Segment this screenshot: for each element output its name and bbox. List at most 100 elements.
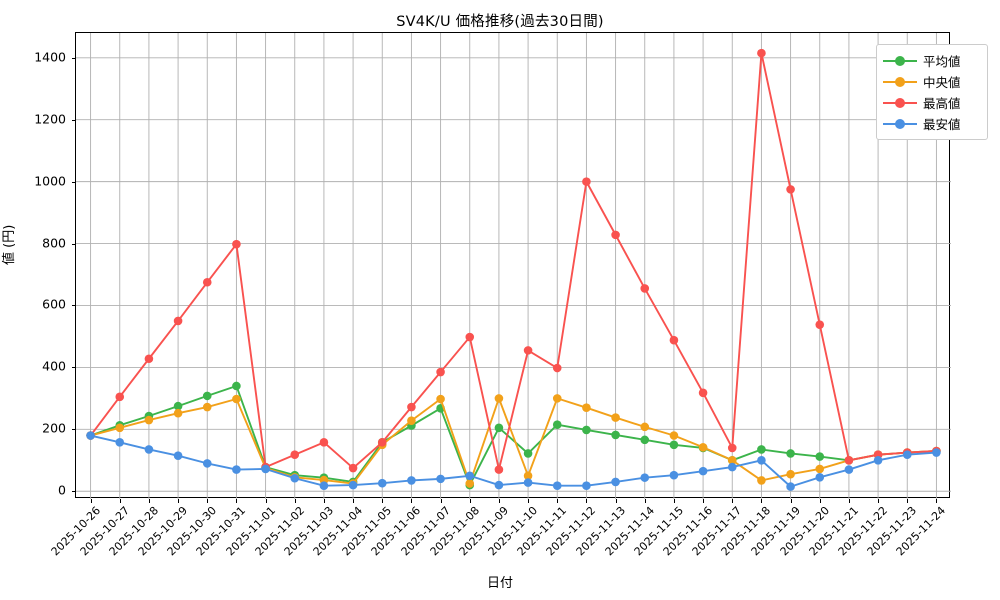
x-tick-mark — [178, 499, 180, 503]
data-point — [144, 354, 154, 364]
data-point — [786, 185, 795, 194]
data-point — [465, 332, 475, 342]
data-point — [552, 394, 562, 403]
data-point — [582, 481, 591, 490]
data-point — [290, 450, 300, 460]
data-point — [757, 456, 766, 465]
x-tick-mark — [907, 499, 909, 503]
data-point — [786, 469, 795, 479]
x-tick-mark — [848, 499, 850, 503]
x-tick-mark — [294, 499, 296, 503]
data-point — [611, 477, 620, 487]
legend-item-2[interactable]: 中央値 — [883, 71, 981, 92]
legend-label: 中央値 — [923, 75, 961, 90]
data-point — [232, 239, 241, 249]
data-point — [611, 430, 620, 440]
data-point — [757, 445, 766, 454]
data-point — [815, 452, 825, 461]
legend-dot-icon — [895, 55, 905, 66]
x-tick-mark — [265, 499, 267, 503]
data-point — [786, 449, 795, 458]
x-tick-mark — [732, 499, 734, 503]
series-line — [89, 434, 938, 488]
x-tick-mark — [819, 499, 821, 503]
series-line — [89, 397, 938, 485]
legend-item-4[interactable]: 最安値 — [883, 113, 981, 134]
data-point — [115, 438, 125, 447]
data-point — [407, 402, 416, 412]
y-tick-label: 600 — [42, 296, 66, 312]
data-point — [669, 431, 679, 440]
y-tick-label: 1000 — [34, 173, 66, 189]
x-tick-mark — [615, 499, 617, 503]
legend-swatch-icon — [883, 96, 917, 110]
data-point — [232, 381, 241, 391]
data-point — [173, 316, 183, 326]
y-tick-mark — [72, 429, 76, 431]
y-tick-mark — [72, 57, 76, 59]
data-point — [873, 456, 883, 465]
data-point — [582, 177, 591, 186]
data-point — [698, 442, 708, 452]
data-point — [640, 435, 650, 445]
x-tick-mark — [557, 499, 559, 503]
data-point — [436, 474, 445, 484]
x-tick-mark — [440, 499, 442, 503]
data-point — [932, 448, 941, 457]
plot-area — [72, 32, 951, 503]
data-point — [319, 481, 329, 490]
data-point — [640, 473, 650, 482]
legend-item-3[interactable]: 最高値 — [883, 92, 981, 113]
x-tick-mark — [528, 499, 530, 503]
data-point — [377, 438, 387, 447]
series-3 — [86, 48, 941, 474]
series-4 — [86, 431, 941, 491]
x-tick-mark — [353, 499, 355, 503]
x-tick-mark — [411, 499, 413, 503]
data-point — [669, 335, 679, 345]
legend-item-1[interactable]: 平均値 — [883, 50, 981, 71]
x-tick-mark — [586, 499, 588, 503]
x-tick-mark — [236, 499, 238, 503]
y-tick-mark — [72, 119, 76, 121]
x-tick-mark — [90, 499, 92, 503]
data-point — [232, 465, 241, 474]
x-tick-mark — [703, 499, 705, 503]
data-point — [552, 481, 562, 490]
data-point — [552, 363, 562, 373]
data-point — [552, 420, 562, 429]
legend-swatch-icon — [883, 75, 917, 89]
data-point — [815, 473, 825, 482]
data-point — [669, 440, 679, 450]
data-point — [844, 465, 854, 474]
legend-dot-icon — [895, 76, 905, 87]
x-tick-mark — [761, 499, 763, 503]
y-tick-mark — [72, 367, 76, 369]
x-tick-mark — [673, 499, 675, 503]
data-point — [465, 479, 475, 488]
data-point — [582, 403, 591, 412]
data-point — [902, 450, 912, 460]
data-point — [436, 394, 445, 404]
data-point — [727, 456, 737, 465]
x-tick-mark — [790, 499, 792, 503]
legend-swatch-icon — [883, 54, 917, 68]
data-point — [727, 462, 737, 472]
data-point — [844, 456, 854, 465]
x-tick-mark — [207, 499, 209, 503]
chart-legend: 平均値中央値最高値 最安値 — [876, 44, 988, 140]
chart-title: SV4K/U 価格推移(過去30日間) — [396, 14, 604, 30]
data-point — [348, 480, 358, 490]
data-point — [377, 478, 387, 488]
x-tick-mark — [148, 499, 150, 503]
x-tick-mark — [498, 499, 500, 503]
x-tick-mark — [323, 499, 325, 503]
data-point — [523, 471, 533, 481]
data-point — [436, 367, 445, 377]
data-point — [698, 466, 708, 476]
series-line — [89, 52, 938, 471]
data-point — [173, 408, 183, 418]
data-point — [407, 416, 416, 425]
legend-dot-icon — [895, 118, 905, 129]
